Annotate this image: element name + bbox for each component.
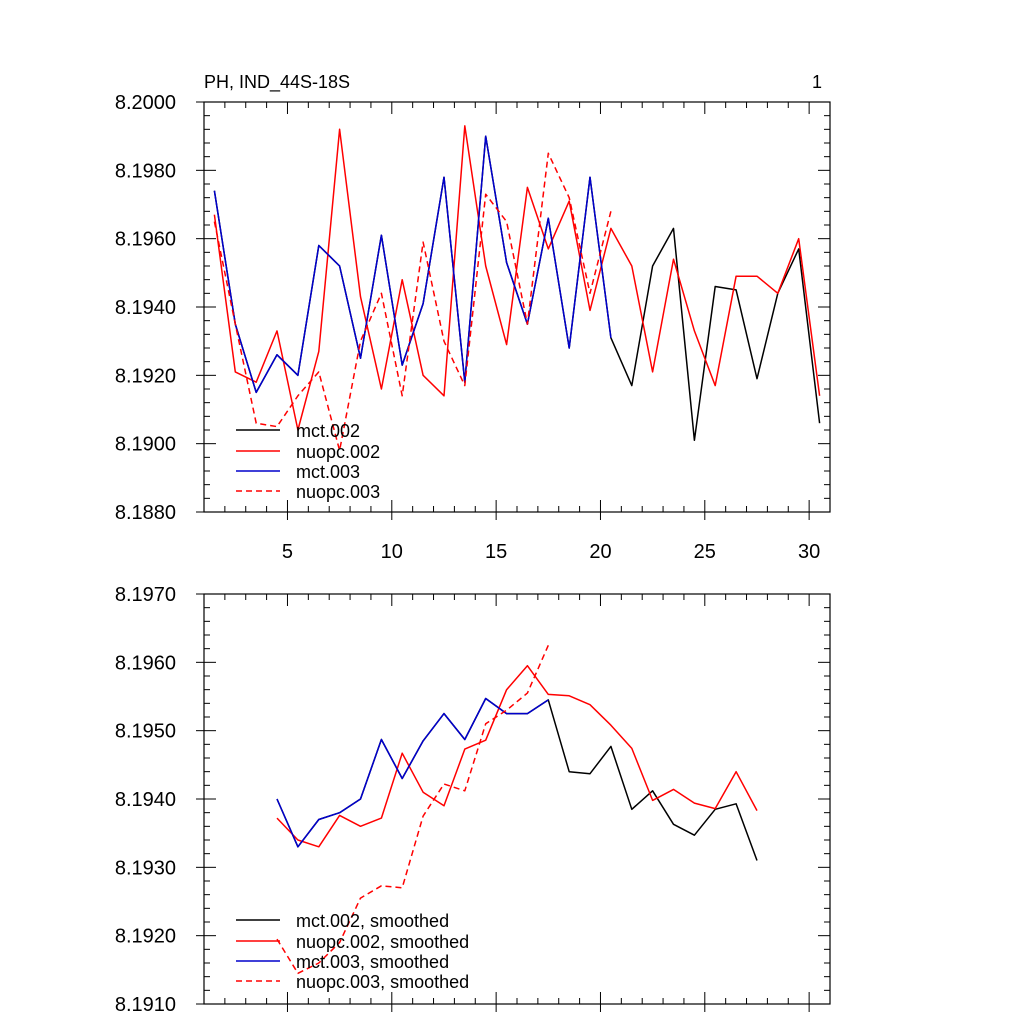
- top-panel-y-tick-labels: 8.1880 8.1900 8.1920 8.1940 8.1960 8.198…: [115, 92, 176, 524]
- legend-label-nuopc-002-smoothed: nuopc.002, smoothed: [296, 932, 469, 952]
- x-tick-label: 15: [485, 541, 507, 563]
- top-panel-title: PH, IND_44S-18S: [204, 72, 350, 93]
- series-line-mct-003-smoothed: [276, 697, 549, 848]
- bottom-panel-y-tick-labels: 8.1910 8.1920 8.1930 8.1940 8.1950 8.196…: [115, 584, 176, 1016]
- top-panel: PH, IND_44S-18S 1 8.1880 8.1900 8.1920 8…: [115, 72, 831, 563]
- y-tick-label: 8.1900: [115, 434, 176, 456]
- series-line-mct-002: [213, 135, 821, 442]
- y-tick-label: 8.1980: [115, 160, 176, 182]
- legend-label-mct-002: mct.002: [296, 421, 360, 441]
- series-line-mct-002-smoothed: [276, 697, 758, 861]
- series-line-nuopc-002-smoothed: [276, 664, 758, 848]
- x-tick-label: 10: [381, 541, 403, 563]
- y-tick-label: 8.1910: [115, 994, 176, 1016]
- bottom-panel-legend: mct.002, smoothed nuopc.002, smoothed mc…: [236, 911, 469, 992]
- legend-label-nuopc-003-smoothed: nuopc.003, smoothed: [296, 972, 469, 992]
- legend-label-mct-003: mct.003: [296, 462, 360, 482]
- x-tick-label: 20: [589, 541, 611, 563]
- top-panel-series: [213, 125, 821, 452]
- series-line-nuopc-002: [213, 125, 821, 431]
- x-tick-label: 25: [694, 541, 716, 563]
- bottom-panel-series: [276, 644, 758, 975]
- legend-label-nuopc-002: nuopc.002: [296, 442, 380, 462]
- top-panel-x-tick-labels: 5 10 15 20 25 30: [282, 541, 820, 563]
- series-line-nuopc-003: [213, 152, 612, 452]
- y-tick-label: 8.1930: [115, 857, 176, 879]
- bottom-panel-ticks: [196, 593, 831, 1012]
- x-tick-label: 5: [282, 541, 293, 563]
- y-tick-label: 8.2000: [115, 92, 176, 114]
- y-tick-label: 8.1960: [115, 229, 176, 251]
- top-panel-right-title: 1: [812, 72, 822, 92]
- y-tick-label: 8.1920: [115, 926, 176, 948]
- y-tick-label: 8.1940: [115, 789, 176, 811]
- x-tick-label: 30: [798, 541, 820, 563]
- top-panel-ticks: [196, 101, 831, 520]
- series-line-mct-003: [213, 135, 612, 394]
- y-tick-label: 8.1970: [115, 584, 176, 606]
- bottom-panel: 8.1910 8.1920 8.1930 8.1940 8.1950 8.196…: [115, 584, 831, 1016]
- y-tick-label: 8.1940: [115, 297, 176, 319]
- y-tick-label: 8.1880: [115, 502, 176, 524]
- y-tick-label: 8.1920: [115, 365, 176, 387]
- legend-label-mct-003-smoothed: mct.003, smoothed: [296, 952, 449, 972]
- y-tick-label: 8.1960: [115, 652, 176, 674]
- top-panel-legend: mct.002 nuopc.002 mct.003 nuopc.003: [236, 421, 380, 502]
- series-line-nuopc-003-smoothed: [276, 644, 549, 975]
- legend-label-mct-002-smoothed: mct.002, smoothed: [296, 911, 449, 931]
- y-tick-label: 8.1950: [115, 721, 176, 743]
- legend-label-nuopc-003: nuopc.003: [296, 482, 380, 502]
